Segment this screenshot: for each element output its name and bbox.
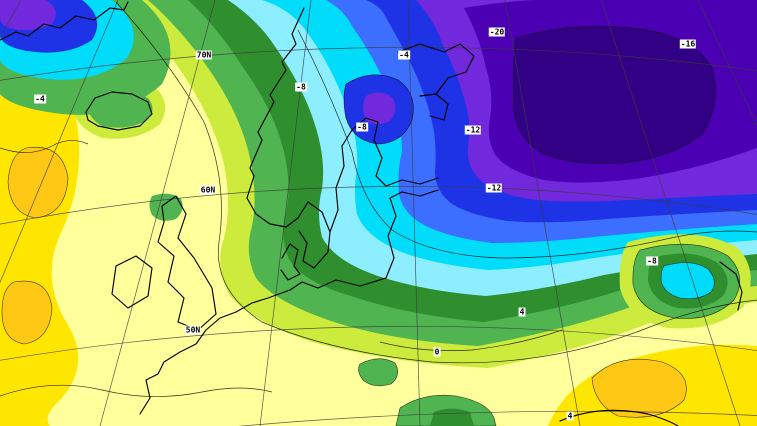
coastline-gulf-of-finland-north [385, 177, 439, 187]
coastline-iceland [85, 91, 153, 131]
coastline-gulf-of-bothnia [351, 117, 387, 187]
isotherm-line-5 [379, 329, 563, 351]
greenland-corner-bands [0, 0, 171, 115]
latitude-line-60n [0, 186, 757, 225]
corner-band-purple [0, 0, 56, 31]
coastline-baltic-west [329, 129, 353, 233]
coastline-norway [246, 7, 309, 228]
meridian-line-2 [0, 0, 119, 284]
region-green-alps [358, 358, 399, 387]
coastline-white-sea-inlet [429, 93, 449, 121]
latitude-label: 70N [195, 50, 213, 60]
latitude-line-70n [0, 46, 757, 81]
isotherm-line-4 [0, 140, 89, 153]
isotherm-line-3 [0, 384, 273, 397]
meridian-line-6 [504, 0, 581, 426]
latitude-line-50n [0, 325, 757, 361]
coastline-black-sea [559, 409, 679, 426]
coastline-sweden-south [298, 201, 331, 269]
coastline-baltic-east [385, 197, 397, 279]
coastline-greenland [0, 1, 129, 41]
coastline-ireland [111, 255, 153, 309]
contour-label: -12 [464, 125, 482, 135]
coastline-kola-white-sea [397, 43, 475, 97]
region-purple-bothnia-core [363, 92, 396, 125]
contour-label: 0 [433, 347, 441, 357]
meridian-line-7 [600, 0, 741, 426]
contour-label: -8 [295, 82, 307, 92]
coastline-gulf-of-finland-south [389, 189, 439, 199]
contour-label: -4 [34, 94, 46, 104]
latitude-line-40n [238, 410, 757, 426]
contour-label: 4 [566, 411, 574, 421]
contour-label: -16 [679, 39, 697, 49]
contour-label: -8 [646, 256, 658, 266]
region-gold-west-2 [1, 280, 53, 345]
coastline-caspian [719, 261, 743, 311]
contour-label: -20 [488, 27, 506, 37]
region-gold-southeast [591, 359, 687, 418]
contour-label: -12 [485, 183, 503, 193]
meridian-line-8 [697, 0, 757, 126]
coastline-western-europe [139, 289, 291, 415]
latitude-label: 50N [184, 325, 202, 335]
meridian-line-5 [407, 0, 421, 426]
coastline-denmark [280, 243, 301, 281]
meridian-line-4 [259, 0, 312, 426]
contour-label: -8 [356, 122, 368, 132]
meridian-line-3 [99, 0, 216, 426]
coastline-baltic-south [289, 277, 387, 291]
cold-mass-bands [108, 0, 757, 368]
latitude-label: 60N [199, 185, 217, 195]
contour-label: 4 [518, 307, 526, 317]
contour-label: -4 [398, 50, 410, 60]
isotherm-line-2 [297, 29, 757, 259]
southern-green-patches [358, 358, 497, 426]
coastlines [0, 1, 743, 426]
pocket-band-cyan-core [660, 262, 715, 300]
band-darkest-purple-core [513, 26, 716, 164]
